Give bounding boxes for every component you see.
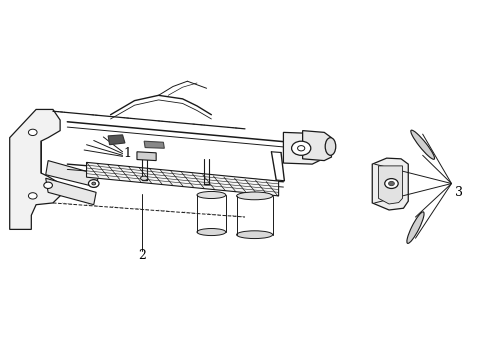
Ellipse shape (407, 212, 424, 243)
Polygon shape (87, 162, 279, 196)
Polygon shape (137, 152, 156, 161)
Ellipse shape (28, 129, 37, 136)
Polygon shape (372, 158, 408, 210)
Ellipse shape (89, 180, 99, 188)
Ellipse shape (389, 181, 394, 186)
Ellipse shape (141, 176, 148, 180)
Polygon shape (46, 161, 98, 187)
Ellipse shape (197, 192, 226, 198)
Ellipse shape (292, 141, 311, 155)
Ellipse shape (325, 138, 336, 155)
Polygon shape (283, 132, 319, 164)
Ellipse shape (28, 193, 37, 199)
Ellipse shape (92, 182, 96, 185)
Ellipse shape (385, 179, 398, 189)
Polygon shape (378, 166, 402, 204)
Text: 1: 1 (123, 147, 131, 160)
Polygon shape (10, 109, 60, 229)
Ellipse shape (411, 130, 435, 159)
Polygon shape (108, 135, 125, 145)
Ellipse shape (44, 182, 52, 189)
Ellipse shape (237, 192, 272, 200)
Text: 2: 2 (138, 249, 146, 262)
Polygon shape (46, 178, 96, 205)
Text: 3: 3 (455, 186, 463, 199)
Ellipse shape (297, 145, 305, 151)
Ellipse shape (237, 231, 272, 239)
Ellipse shape (197, 229, 226, 235)
Polygon shape (144, 141, 164, 148)
Polygon shape (303, 131, 331, 161)
